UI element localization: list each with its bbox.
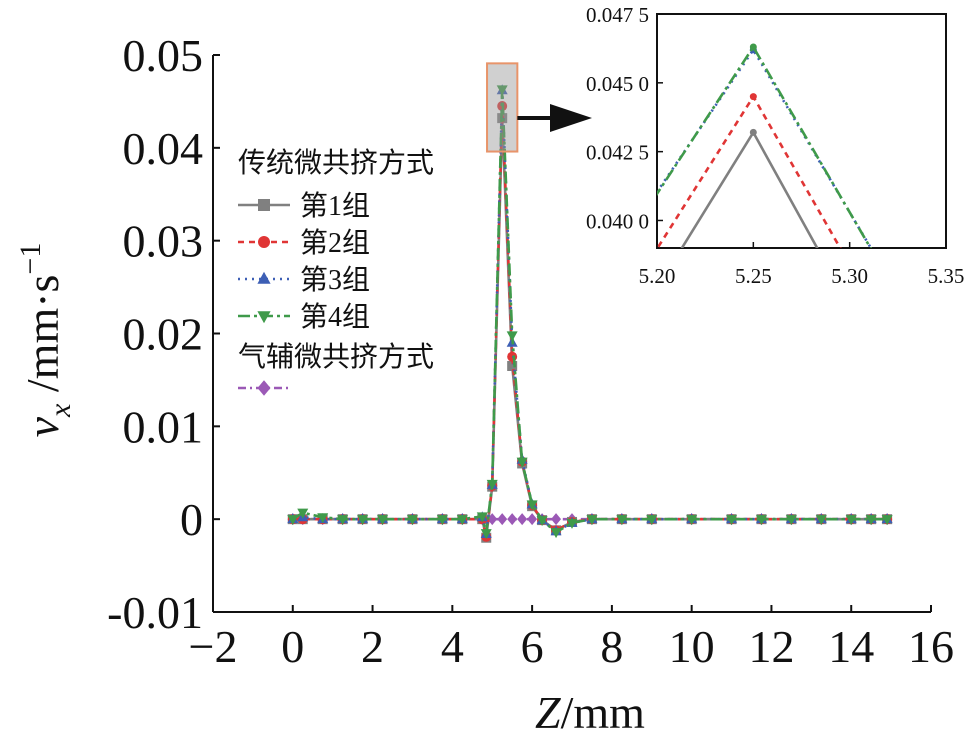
y-tick-label: 0.02 bbox=[123, 309, 204, 360]
inset-y-tick-label: 0.042 5 bbox=[586, 141, 649, 165]
data-point-series-4 bbox=[317, 513, 329, 524]
legend-marker-4 bbox=[257, 311, 271, 324]
data-point-series-4 bbox=[686, 515, 698, 526]
data-point-series-4 bbox=[616, 515, 628, 526]
inset-plot-area bbox=[657, 43, 873, 248]
inset-x-tick-label: 5.30 bbox=[831, 264, 868, 288]
data-point-series-4 bbox=[297, 508, 309, 519]
data-point-series-4 bbox=[516, 457, 528, 468]
data-point-series-4 bbox=[586, 515, 598, 526]
legend-label-2: 第2组 bbox=[300, 227, 370, 259]
legend-marker-5 bbox=[257, 380, 271, 396]
data-point-series-4 bbox=[755, 515, 767, 526]
y-axis-subscript: x bbox=[44, 403, 77, 418]
inset-y-tick-label: 0.047 5 bbox=[586, 3, 649, 27]
data-point-series-4 bbox=[337, 515, 349, 526]
x-tick-label: 12 bbox=[748, 621, 794, 672]
legend-group-title-1: 传统微共挤方式 bbox=[238, 147, 434, 179]
x-tick-label: 0 bbox=[281, 621, 304, 672]
data-point-series-4 bbox=[815, 515, 827, 526]
legend-label-1: 第1组 bbox=[300, 190, 370, 222]
x-tick-label: 2 bbox=[361, 621, 384, 672]
x-tick-label: 6 bbox=[521, 621, 544, 672]
y-tick-label: 0.04 bbox=[123, 123, 204, 174]
data-point-series-4 bbox=[496, 85, 508, 96]
legend-group-title-2: 气辅微共挤方式 bbox=[238, 341, 434, 373]
legend-marker-1 bbox=[258, 199, 270, 211]
data-point-series-4 bbox=[357, 515, 369, 526]
y-tick-label: 0.01 bbox=[123, 401, 204, 452]
data-point-series-4 bbox=[845, 515, 857, 526]
x-axis-variable: Z bbox=[535, 687, 561, 737]
inset-y-tick-label: 0.040 0 bbox=[586, 209, 649, 233]
x-tick-label: 14 bbox=[828, 621, 874, 672]
inset-peak-point-1 bbox=[749, 128, 757, 136]
data-point-series-1 bbox=[507, 360, 518, 371]
data-point-series-4 bbox=[785, 515, 797, 526]
legend-label-3: 第3组 bbox=[300, 264, 370, 296]
data-point-series-5 bbox=[507, 513, 518, 526]
data-point-series-4 bbox=[865, 515, 877, 526]
legend-marker-3 bbox=[257, 271, 271, 284]
data-point-series-4 bbox=[436, 515, 448, 526]
zoom-arrow-head bbox=[550, 104, 592, 132]
data-point-series-5 bbox=[497, 513, 508, 526]
data-point-series-5 bbox=[517, 513, 528, 526]
y-axis-variable: v bbox=[17, 416, 68, 437]
data-point-series-4 bbox=[881, 515, 893, 526]
plot-area bbox=[287, 84, 893, 543]
y-tick-label: 0.05 bbox=[123, 30, 204, 81]
legend-label-4: 第4组 bbox=[300, 301, 370, 333]
data-point-series-4 bbox=[550, 528, 562, 539]
legend-marker-2 bbox=[258, 236, 270, 248]
data-point-series-4 bbox=[476, 512, 488, 523]
data-point-series-4 bbox=[506, 331, 518, 342]
x-tick-label: 16 bbox=[908, 621, 954, 672]
data-point-series-4 bbox=[486, 479, 498, 490]
zoom-highlight-box bbox=[486, 62, 519, 153]
data-point-series-4 bbox=[566, 518, 578, 529]
data-point-series-4 bbox=[456, 515, 468, 526]
y-tick-label: 0 bbox=[180, 494, 203, 545]
y-axis-exponent: −1 bbox=[14, 243, 47, 275]
data-point-series-5 bbox=[527, 513, 538, 526]
inset-y-tick-label: 0.045 0 bbox=[586, 72, 649, 96]
x-tick-label: 8 bbox=[600, 621, 623, 672]
y-tick-label: -0.01 bbox=[107, 587, 203, 638]
inset-peak-point-2 bbox=[749, 93, 757, 101]
data-point-series-5 bbox=[551, 513, 562, 526]
y-tick-label: 0.03 bbox=[123, 216, 204, 267]
y-axis-title: vx /mm·s−1 bbox=[14, 243, 77, 438]
data-point-series-4 bbox=[526, 500, 538, 511]
x-axis-title: Z/mm bbox=[535, 687, 645, 737]
data-point-series-4 bbox=[646, 515, 658, 526]
data-point-series-4 bbox=[726, 515, 738, 526]
inset-x-tick-label: 5.35 bbox=[928, 264, 965, 288]
x-tick-label: −2 bbox=[189, 621, 238, 672]
data-point-series-4 bbox=[480, 529, 492, 540]
x-axis-unit: /mm bbox=[561, 687, 646, 737]
x-tick-label: 10 bbox=[669, 621, 715, 672]
series-line-4 bbox=[292, 88, 888, 535]
data-point-series-4 bbox=[406, 515, 418, 526]
inset-x-tick-label: 5.25 bbox=[735, 264, 772, 288]
data-point-series-4 bbox=[377, 515, 389, 526]
inset-peak-point-4 bbox=[749, 43, 757, 51]
data-point-series-4 bbox=[287, 515, 299, 526]
data-point-series-4 bbox=[536, 516, 548, 527]
x-tick-label: 4 bbox=[441, 621, 464, 672]
inset-x-tick-label: 5.20 bbox=[639, 264, 676, 288]
y-axis-unit: /mm·s bbox=[17, 275, 68, 404]
